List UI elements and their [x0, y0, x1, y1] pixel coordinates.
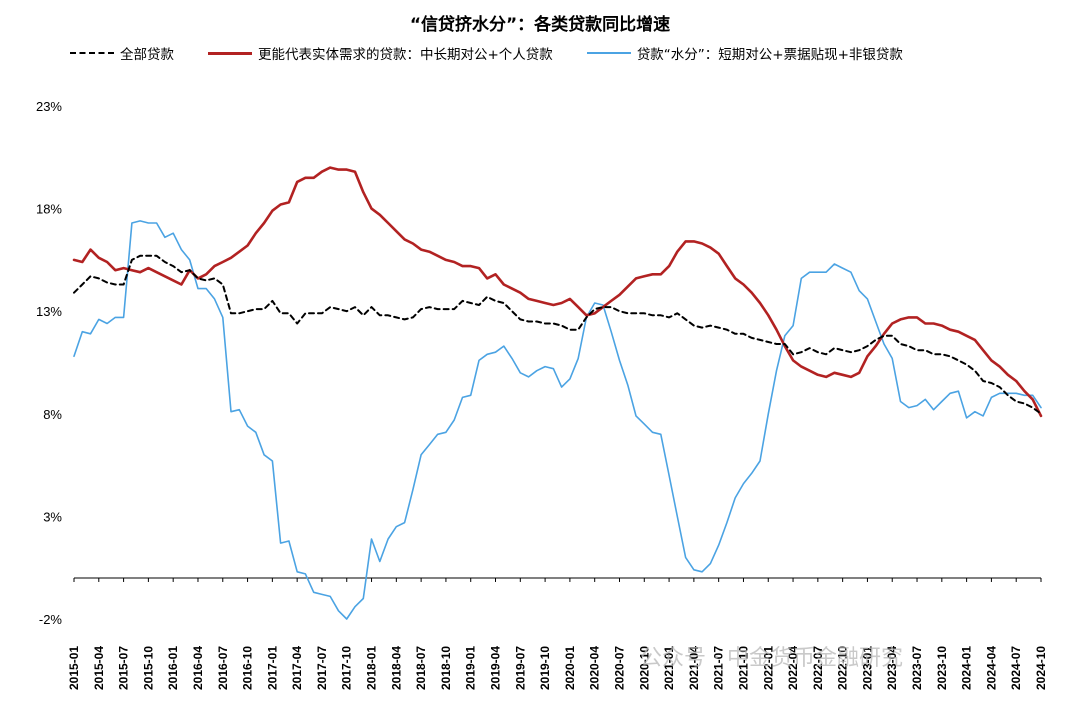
x-tick-label: 2024-01: [960, 646, 974, 690]
x-tick-label: 2016-04: [191, 646, 205, 690]
legend-item-total-loans: 全部贷款: [70, 43, 174, 63]
x-tick-label: 2015-10: [141, 646, 155, 690]
x-tick-label: 2020-04: [588, 646, 602, 690]
x-tick-label: 2019-04: [489, 646, 503, 690]
x-tick-label: 2019-01: [464, 646, 478, 690]
y-tick-label: 8%: [43, 407, 62, 422]
x-tick-label: 2018-01: [365, 646, 379, 690]
legend-label-total-loans: 全部贷款: [120, 47, 174, 63]
y-tick-label: 23%: [36, 99, 62, 114]
x-tick-label: 2015-04: [92, 646, 106, 690]
x-tick-label: 2020-10: [637, 646, 651, 690]
legend-label-water-loans: 贷款“水分”：短期对公+票据贴现+非银贷款: [636, 47, 903, 63]
legend-swatch-real-demand-loans: [208, 51, 252, 55]
x-tick-label: 2020-01: [563, 646, 577, 690]
watermark: 公众号 · 中金货币金融研究: [640, 646, 903, 671]
x-tick-label: 2023-04: [885, 646, 899, 690]
x-tick-label: 2024-10: [1034, 646, 1048, 690]
legend: 全部贷款 更能代表实体需求的贷款：中长期对公+个人贷款 贷款“水分”：短期对公+…: [70, 43, 937, 63]
series-line-water-loans: [73, 220, 1042, 620]
x-tick-label: 2017-10: [340, 646, 354, 690]
x-tick-label: 2015-07: [117, 646, 131, 690]
x-axis: 2015-01 2015-04 2015-07 2015-10 2016-01 2016-…: [67, 577, 1048, 690]
y-tick-label: 18%: [36, 202, 62, 217]
x-tick-label: 2015-01: [67, 646, 81, 690]
y-tick-label: 3%: [43, 509, 62, 524]
legend-item-water-loans: 贷款“水分”：短期对公+票据贴现+非银贷款: [586, 43, 903, 63]
x-tick-label: 2016-01: [166, 646, 180, 690]
x-tick-label: 2021-07: [712, 646, 726, 690]
legend-swatch-total-loans: [70, 52, 114, 54]
x-tick-label: 2022-10: [836, 646, 850, 690]
series-line-total-loans: [73, 254, 1042, 415]
x-tick-label: 2023-01: [860, 646, 874, 690]
x-tick-label: 2017-01: [265, 646, 279, 690]
legend-swatch-water-loans: [586, 52, 631, 54]
series-line-real-demand-loans: [72, 166, 1043, 418]
x-tick-label: 2024-04: [984, 646, 998, 690]
x-tick-label: 2017-07: [315, 646, 329, 690]
x-tick-label: 2018-04: [389, 646, 403, 690]
x-tick-label: 2016-10: [241, 646, 255, 690]
series-layer: [72, 166, 1043, 620]
x-tick-label: 2023-07: [910, 646, 924, 690]
x-tick-label: 2022-04: [786, 646, 800, 690]
x-tick-label: 2018-10: [439, 646, 453, 690]
x-tick-label: 2017-04: [290, 646, 304, 690]
y-tick-label: -2%: [39, 612, 63, 627]
y-axis: 23% 18% 13% 8% 3% -2%: [36, 99, 62, 627]
y-tick-label: 13%: [36, 304, 62, 319]
x-tick-label: 2020-07: [612, 646, 626, 690]
x-tick-label: 2024-07: [1009, 646, 1023, 690]
legend-label-real-demand-loans: 更能代表实体需求的贷款：中长期对公+个人贷款: [258, 47, 553, 63]
x-tick-label: 2021-10: [736, 646, 750, 690]
x-tick-label: 2019-07: [513, 646, 527, 690]
x-tick-label: 2023-10: [935, 646, 949, 690]
x-tick-label: 2022-07: [811, 646, 825, 690]
x-tick-label: 2022-01: [761, 646, 775, 690]
x-tick-label: 2019-10: [538, 646, 552, 690]
x-tick-label: 2016-07: [216, 646, 230, 690]
chart-title: “信贷挤水分”：各类贷款同比增速: [409, 15, 671, 35]
x-tick-label: 2021-04: [687, 646, 701, 690]
legend-item-real-demand-loans: 更能代表实体需求的贷款：中长期对公+个人贷款: [208, 43, 553, 63]
x-tick-label: 2018-07: [414, 646, 428, 690]
x-tick-label: 2021-01: [662, 646, 676, 690]
